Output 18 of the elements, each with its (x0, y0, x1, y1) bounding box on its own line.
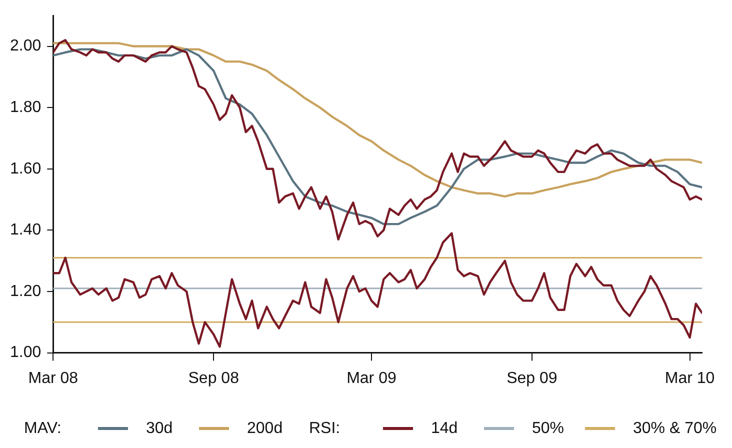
y-tick-label: 1.20 (10, 282, 42, 300)
text: RSI: (309, 420, 340, 438)
y-tick-label: 2.00 (10, 38, 42, 55)
legend-label: 14d (430, 420, 458, 438)
text: 30% & 70% (632, 420, 717, 438)
y-tick-label: 1.80 (10, 98, 42, 116)
x-tick-label: Mar 09 (346, 370, 396, 387)
text: MAV: (24, 420, 62, 438)
y-tick-label: 1.00 (10, 344, 42, 362)
x-tick-label: Mar 08 (28, 370, 78, 387)
y-tick-label: 1.40 (10, 222, 42, 239)
text: 50% (531, 420, 564, 438)
x-tick-label: Mar 10 (664, 370, 715, 387)
legend-label: 200d (246, 420, 283, 438)
legend-label: 30d (145, 420, 173, 438)
x-tick-label: Sep 08 (188, 370, 240, 387)
y-tick-label: 1.60 (10, 160, 42, 178)
x-tick-label: Sep 09 (506, 370, 558, 387)
